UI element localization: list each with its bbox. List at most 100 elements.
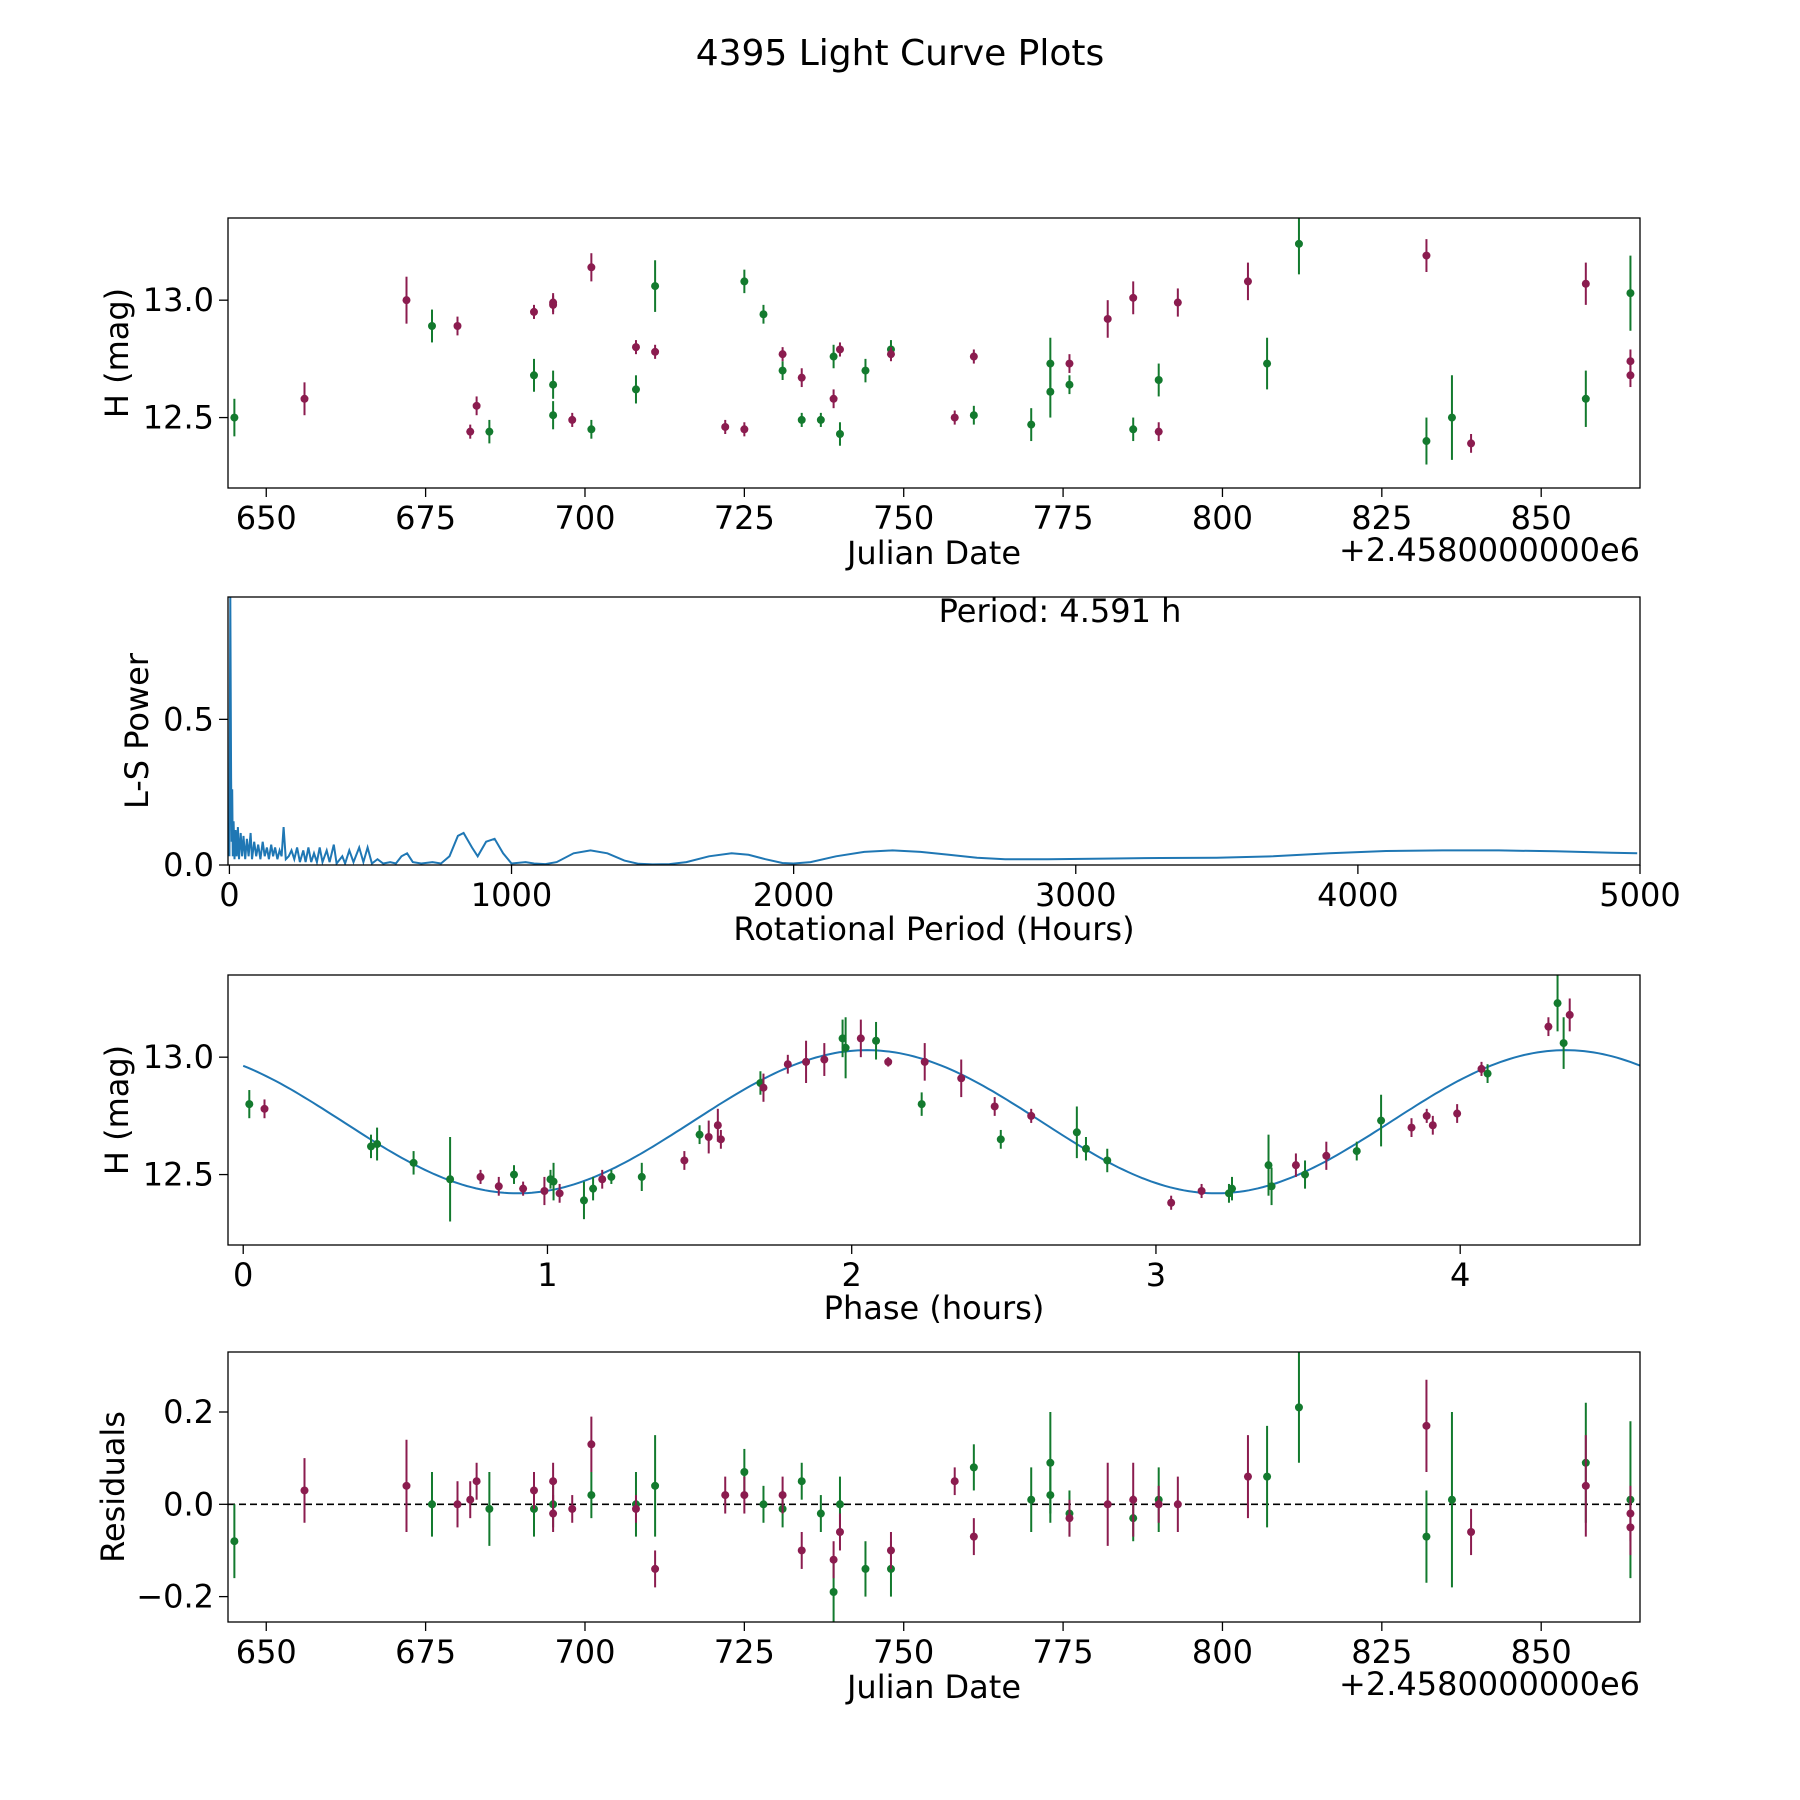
purple-data-point — [1129, 1495, 1138, 1504]
green-data-point — [1103, 1156, 1112, 1165]
green-data-point — [1301, 1170, 1310, 1179]
purple-data-point — [453, 322, 462, 330]
purple-data-point — [519, 1184, 528, 1193]
purple-data-point — [969, 352, 978, 361]
green-data-point — [1626, 289, 1635, 298]
x-tick-label: 850 — [1511, 499, 1572, 537]
purple-data-point — [835, 1528, 844, 1536]
purple-data-point — [716, 1135, 725, 1144]
green-data-point — [861, 1564, 870, 1573]
plot-content — [228, 1352, 1640, 1622]
purple-data-point — [1467, 439, 1476, 448]
purple-data-point — [1173, 298, 1182, 307]
lightcurve-y-label: H (mag) — [98, 288, 136, 418]
green-data-point — [1046, 387, 1055, 396]
purple-data-point — [740, 425, 749, 434]
residuals-panel: 650 675 700 725 750 775 800 825 850 −0.2 0.0 0.2 J… — [94, 1351, 1641, 1706]
green-data-point — [835, 1500, 844, 1509]
lightcurve-plot-area — [230, 218, 1635, 465]
y-tick-label: 0.2 — [163, 1393, 214, 1431]
purple-data-point — [555, 1189, 564, 1198]
green-series — [230, 218, 1635, 465]
purple-data-point — [1626, 1523, 1635, 1532]
y-tick-label: 12.5 — [143, 399, 214, 437]
x-tick-label: 800 — [1192, 499, 1253, 537]
green-data-point — [1264, 1161, 1273, 1170]
y-tick-label: 0.5 — [163, 700, 214, 738]
purple-data-point — [466, 427, 475, 436]
green-data-point — [1377, 1116, 1386, 1125]
green-data-point — [409, 1158, 418, 1167]
x-tick-label: 650 — [236, 499, 297, 537]
purple-data-point — [1581, 1481, 1590, 1490]
green-data-point — [1447, 413, 1456, 422]
green-data-point — [835, 430, 844, 438]
green-data-point — [637, 1172, 646, 1181]
purple-data-point — [829, 394, 838, 403]
purple-data-point — [886, 1546, 895, 1555]
x-tick-label: 3 — [1146, 1256, 1166, 1294]
purple-data-point — [1467, 1528, 1476, 1536]
phased-x-label: Phase (hours) — [824, 1289, 1045, 1327]
figure-title: 4395 Light Curve Plots — [696, 33, 1105, 74]
x-tick-label: 2 — [842, 1256, 862, 1294]
lightcurve-x-ticks: 650 675 700 725 750 775 800 825 850 — [236, 488, 1572, 537]
purple-series — [260, 998, 1574, 1210]
green-data-point — [740, 277, 749, 286]
green-data-point — [1294, 1403, 1303, 1412]
green-data-point — [587, 425, 596, 434]
green-data-point — [838, 1034, 847, 1043]
green-data-point — [1154, 376, 1163, 384]
purple-data-point — [759, 1083, 768, 1092]
green-data-point — [1422, 1532, 1431, 1541]
green-data-point — [509, 1170, 518, 1179]
phased-axes-frame — [227, 974, 1641, 1246]
y-tick-label: 0.0 — [163, 846, 214, 884]
x-tick-label: 750 — [873, 499, 934, 537]
purple-data-point — [494, 1182, 503, 1191]
green-data-point — [1072, 1128, 1081, 1137]
green-data-point — [1027, 1495, 1036, 1504]
purple-data-point — [631, 343, 640, 352]
x-tick-label: 2000 — [753, 876, 834, 914]
green-data-point — [778, 366, 787, 375]
purple-data-point — [1626, 371, 1635, 380]
x-tick-label: 1 — [537, 1256, 557, 1294]
periodogram-x-ticks: 0 1000 2000 3000 4000 5000 — [219, 865, 1681, 914]
green-data-point — [996, 1135, 1005, 1144]
x-tick-label: 725 — [714, 1633, 775, 1671]
green-data-point — [366, 1142, 375, 1151]
purple-data-point — [260, 1104, 269, 1113]
x-tick-label: 850 — [1511, 1633, 1572, 1671]
green-data-point — [816, 1509, 825, 1518]
x-tick-label: 825 — [1351, 499, 1412, 537]
periodogram-plot-area — [228, 597, 1638, 865]
plot-content — [228, 597, 1638, 865]
purple-data-point — [631, 1504, 640, 1513]
green-data-point — [872, 1036, 881, 1045]
green-data-point — [230, 1537, 239, 1546]
purple-data-point — [1154, 427, 1163, 436]
green-data-point — [917, 1100, 926, 1109]
purple-data-point — [1422, 1111, 1431, 1120]
green-data-point — [485, 1504, 494, 1513]
green-data-point — [427, 322, 436, 330]
purple-data-point — [797, 373, 806, 382]
green-data-point — [759, 310, 768, 319]
x-tick-label: 725 — [714, 499, 775, 537]
purple-data-point — [529, 307, 538, 316]
purple-data-point — [950, 413, 959, 422]
green-data-point — [1267, 1182, 1276, 1191]
green-series — [230, 1352, 1635, 1622]
purple-data-point — [704, 1133, 713, 1141]
y-tick-label: 12.5 — [143, 1156, 214, 1194]
periodogram-axes-frame — [227, 596, 1641, 866]
y-tick-label: 13.0 — [143, 1038, 214, 1076]
x-tick-label: 750 — [873, 1633, 934, 1671]
residuals-offset-label: +2.4580000000e6 — [1339, 1665, 1640, 1703]
purple-data-point — [802, 1057, 811, 1066]
green-data-point — [797, 1477, 806, 1486]
y-tick-label: 13.0 — [143, 281, 214, 319]
purple-data-point — [1428, 1121, 1437, 1130]
